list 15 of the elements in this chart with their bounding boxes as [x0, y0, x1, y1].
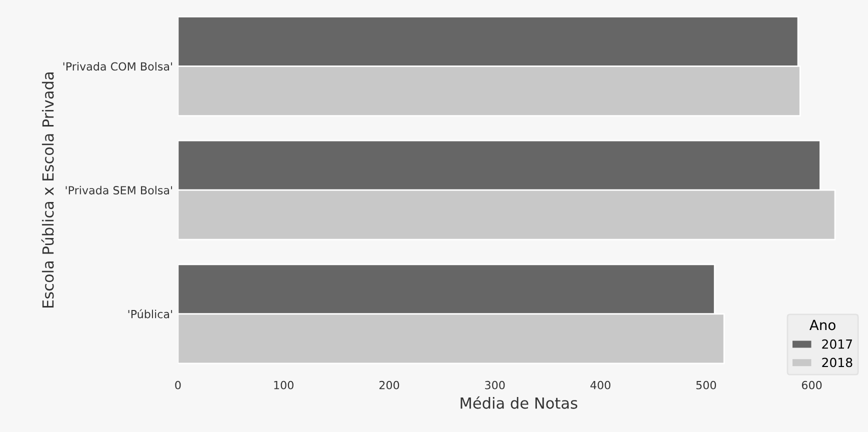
x-tick-label: 300	[485, 380, 505, 390]
y-tick-label: 'Privada COM Bolsa'	[63, 62, 172, 71]
legend-label: 2017	[822, 339, 852, 349]
y-tick-label: 'Pública'	[128, 309, 172, 318]
x-tick-label: 200	[379, 380, 400, 390]
y-axis-title: Escola Pública x Escola Privada	[41, 72, 54, 308]
x-axis-title: Média de Notas	[460, 396, 578, 409]
y-tick-label: 'Privada SEM Bolsa'	[66, 186, 172, 194]
x-tick-label: 100	[274, 380, 294, 390]
text: 2018	[822, 358, 852, 368]
x-tick-label: 400	[590, 380, 610, 390]
x-tick-label: 500	[696, 380, 716, 390]
x-tick-label: 0	[175, 380, 181, 390]
legend-title: Ano	[809, 320, 836, 330]
x-tick-label: 600	[802, 380, 822, 390]
